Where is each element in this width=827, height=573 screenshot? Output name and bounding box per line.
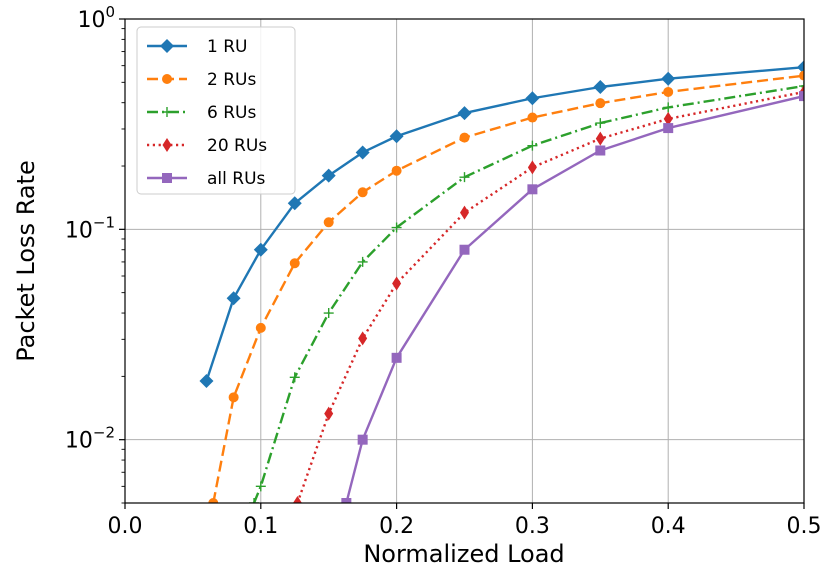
data-point <box>663 86 674 97</box>
x-tick-label: 0.4 <box>651 514 686 539</box>
x-axis-label: Normalized Load <box>363 540 564 568</box>
data-point <box>357 187 368 198</box>
data-point <box>255 322 266 333</box>
data-point <box>287 196 302 211</box>
data-point <box>289 258 300 269</box>
series-2-rus <box>208 70 804 503</box>
data-point <box>289 372 300 383</box>
legend: 1 RU 2 RUs 6 RUs 20 RUs all RUs <box>136 26 296 195</box>
series-line <box>252 84 804 503</box>
data-point <box>527 140 538 151</box>
data-point <box>255 481 266 492</box>
data-point <box>595 98 606 109</box>
legend-label: 2 RUs <box>207 70 256 90</box>
data-point <box>797 60 804 75</box>
series-6-rus <box>249 81 804 503</box>
data-point <box>593 80 608 95</box>
plot-area <box>199 60 804 503</box>
data-point <box>527 112 538 123</box>
x-tick-label: 0.1 <box>243 514 278 539</box>
data-point <box>160 39 174 53</box>
series-line <box>296 90 804 503</box>
legend-label: 1 RU <box>207 37 247 57</box>
data-point <box>199 374 214 389</box>
data-point <box>162 74 172 84</box>
series-line <box>345 94 804 503</box>
legend-entry: all RUs <box>147 169 266 189</box>
data-point <box>799 91 804 102</box>
data-point <box>527 184 538 195</box>
y-tick-label: 10−1 <box>65 213 115 243</box>
data-point <box>460 205 469 220</box>
series-all-rus <box>341 91 804 503</box>
data-point <box>595 131 605 146</box>
data-point <box>162 107 172 117</box>
data-point <box>324 406 334 421</box>
data-point <box>459 244 470 255</box>
data-point <box>799 70 804 81</box>
x-tick-label: 0.0 <box>108 514 143 539</box>
data-point <box>663 102 674 113</box>
data-point <box>799 81 804 92</box>
series-line <box>205 66 804 382</box>
data-point <box>457 106 472 121</box>
data-point <box>249 498 260 503</box>
data-point <box>321 168 336 183</box>
data-point <box>226 291 241 306</box>
data-point <box>459 172 470 183</box>
y-tick-label: 100 <box>77 3 115 33</box>
data-point <box>355 145 370 160</box>
data-point <box>391 222 402 233</box>
data-point <box>459 132 470 143</box>
x-tick-label: 0.5 <box>787 514 822 539</box>
data-point <box>663 111 673 126</box>
series-20-rus <box>292 84 804 503</box>
series-1-ru <box>199 60 804 389</box>
legend-entry: 1 RU <box>147 37 247 57</box>
plot-frame <box>124 18 805 504</box>
data-point <box>323 217 334 228</box>
y-axis-label: Packet Loss Rate <box>12 160 40 361</box>
data-point <box>358 331 368 346</box>
data-point <box>391 352 402 363</box>
data-point <box>661 71 676 86</box>
series-line <box>212 74 804 503</box>
data-point <box>663 123 674 134</box>
data-point <box>527 160 537 175</box>
data-point <box>391 165 402 176</box>
data-point <box>162 138 172 152</box>
data-point <box>228 392 239 403</box>
legend-label: all RUs <box>207 169 266 189</box>
data-point <box>292 496 302 503</box>
data-point <box>389 129 404 144</box>
axis-ticks: 0.0 0.1 0.2 0.3 0.4 0.5 100 10−1 10−2 <box>65 3 822 539</box>
y-tick-label: 10−2 <box>65 424 115 454</box>
data-point <box>392 276 402 291</box>
data-point <box>525 91 540 106</box>
x-tick-label: 0.3 <box>515 514 550 539</box>
data-point <box>595 118 606 129</box>
legend-box <box>136 26 296 195</box>
data-point <box>253 242 268 257</box>
data-point <box>357 434 368 445</box>
x-tick-label: 0.2 <box>379 514 414 539</box>
legend-label: 20 RUs <box>207 136 267 156</box>
data-point <box>341 498 352 503</box>
data-point <box>208 498 219 503</box>
data-point <box>162 173 172 183</box>
data-point <box>357 256 368 267</box>
legend-label: 6 RUs <box>207 103 256 123</box>
legend-entry: 2 RUs <box>147 70 256 90</box>
data-point <box>595 145 606 156</box>
legend-entry: 6 RUs <box>147 103 256 123</box>
legend-entry: 20 RUs <box>147 136 267 156</box>
data-point <box>323 308 334 319</box>
